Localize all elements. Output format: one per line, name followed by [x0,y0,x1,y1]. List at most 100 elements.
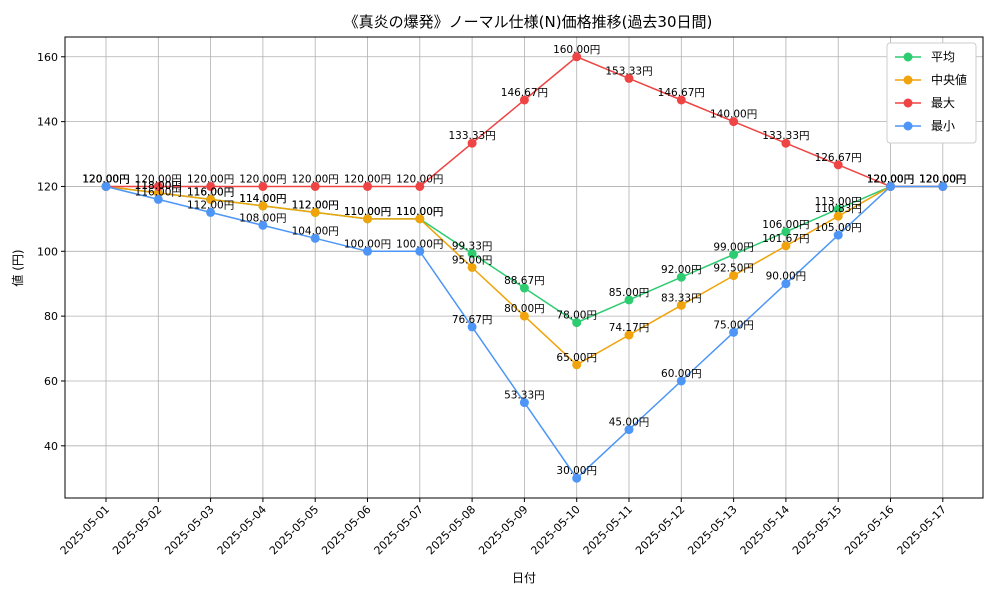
grid [65,37,983,498]
data-label: 108.00円 [239,212,286,224]
x-tick-label: 2025-05-03 [162,503,216,557]
data-label: 92.50円 [713,263,754,275]
data-point [833,211,843,221]
data-point [833,204,843,214]
x-tick-label: 2025-05-14 [738,503,792,557]
data-label: 120.00円 [919,173,966,185]
legend-item: 中央値 [895,72,967,87]
data-point [258,201,268,211]
data-point [519,283,529,293]
data-point [363,181,372,191]
data-label: 118.00円 [135,180,182,192]
data-point [206,207,216,217]
data-point [572,473,582,483]
data-point [833,230,843,240]
x-tick-label: 2025-05-15 [790,503,844,557]
series-最小 [101,181,948,483]
data-label: 116.00円 [135,186,182,198]
data-point [676,95,686,105]
data-point [781,227,791,237]
x-tick-label: 2025-05-17 [895,503,949,557]
data-label: 53.33円 [504,390,545,402]
data-point [310,181,320,191]
data-label: 133.33円 [448,130,495,142]
data-label: 101.67円 [762,233,809,245]
data-label: 110.00円 [396,206,443,218]
data-label: 120.00円 [82,173,129,185]
legend-item: 平均 [895,50,955,64]
data-label: 160.00円 [553,44,600,56]
data-point [206,181,216,191]
y-tick-label: 60 [44,375,58,388]
data-point [781,138,791,148]
data-label: 88.67円 [504,275,545,287]
data-point [363,246,372,256]
legend-label: 最大 [931,96,955,110]
legend-swatch-marker [903,52,913,62]
data-label: 74.17円 [609,322,650,334]
legend-label: 平均 [931,50,955,64]
data-label: 120.00円 [82,173,129,185]
data-point [258,181,268,191]
x-tick-label: 2025-05-09 [476,503,530,557]
data-point [258,220,268,230]
x-tick-label: 2025-05-13 [685,503,739,557]
data-point [467,263,477,272]
x-tick-label: 2025-05-04 [215,503,269,557]
data-point [153,194,163,204]
data-label: 30.00円 [556,465,597,477]
data-point [624,73,634,83]
data-label: 99.33円 [452,240,493,252]
data-label: 110.00円 [396,206,443,218]
x-tick-label: 2025-05-07 [372,503,426,557]
legend-item: 最小 [895,119,955,133]
data-label: 90.00円 [766,271,807,283]
data-label: 110.00円 [344,206,391,218]
legend-box [886,42,977,144]
data-point [572,52,582,62]
x-tick-label: 2025-05-08 [424,503,478,557]
data-label: 112.00円 [292,199,339,211]
legend-label: 最小 [931,119,955,133]
y-tick-label: 140 [37,116,58,129]
data-label: 116.00円 [187,186,234,198]
data-point [729,271,739,281]
data-label: 110.00円 [344,206,391,218]
data-label: 76.67円 [452,314,493,326]
data-point [833,160,843,170]
data-label: 120.00円 [82,173,129,185]
data-label: 75.00円 [713,319,754,331]
data-point [101,181,111,191]
data-point [572,360,582,370]
data-point [572,318,582,328]
y-axis-label: 値 (円) [10,249,25,286]
data-label: 120.00円 [919,173,966,185]
data-point [624,295,634,305]
x-tick-label: 2025-05-11 [581,503,635,557]
data-label: 99.00円 [713,242,754,254]
x-tick-label: 2025-05-02 [110,503,164,557]
data-label: 120.00円 [82,173,129,185]
data-label: 80.00円 [504,303,545,315]
data-label: 120.00円 [867,173,914,185]
x-tick-label: 2025-05-10 [528,503,582,557]
data-label: 104.00円 [292,225,339,237]
y-tick-label: 160 [37,51,58,64]
data-point [467,248,477,258]
data-point [467,138,477,148]
data-label: 114.00円 [239,193,286,205]
data-label: 120.00円 [919,173,966,185]
legend-item: 最大 [895,96,955,110]
x-tick-label: 2025-05-06 [319,503,373,557]
data-point [415,181,425,191]
y-tick-label: 80 [44,310,58,323]
y-tick-label: 40 [44,440,58,453]
y-tick-label: 120 [37,180,58,193]
data-label: 146.67円 [658,87,705,99]
data-point [624,330,634,340]
data-point [519,398,529,408]
chart-title: 《真炎の爆発》ノーマル仕様(N)価格推移(過去30日間) [344,13,713,31]
data-point [519,311,529,321]
data-point [519,95,529,105]
